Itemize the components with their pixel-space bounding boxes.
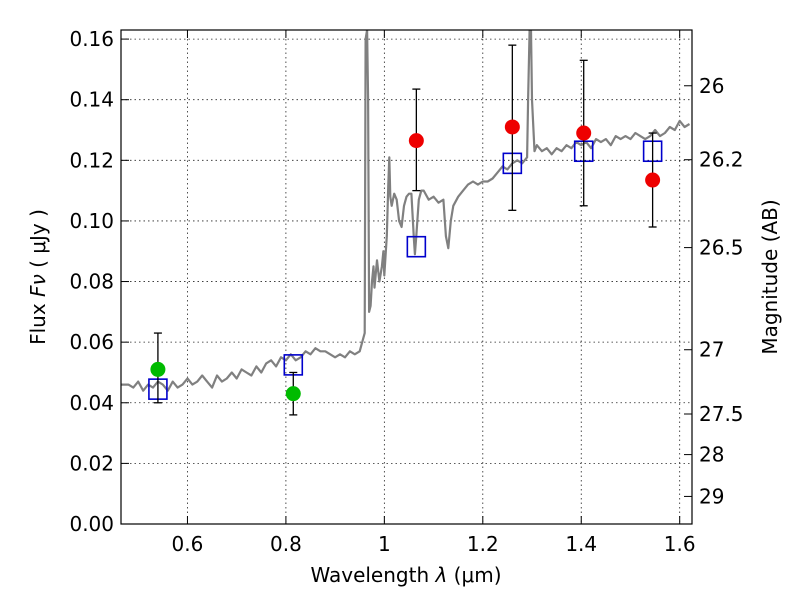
y-tick-label: 0.16	[69, 27, 114, 51]
measured-point	[576, 59, 592, 207]
y-tick-label: 0.04	[69, 391, 114, 415]
y2-tick-label: 28	[699, 443, 724, 467]
x-tick-label: 1.4	[565, 532, 597, 556]
spectrum-layer	[121, 30, 691, 392]
y2-tick-label: 27.5	[699, 402, 744, 426]
x-tick-label: 1	[378, 532, 391, 556]
x-tick-label: 1.6	[664, 532, 696, 556]
y-tick-label: 0.10	[69, 209, 114, 233]
measured-point	[408, 88, 424, 192]
axis-ticks: 0.6 0.8 1 1.2 1.4 1.6 0.00 0.02 0.04 0.06 0.08 0.10…	[69, 27, 743, 556]
y2-tick-label: 26.5	[699, 236, 744, 260]
y-tick-label: 0.02	[69, 451, 114, 475]
x-tick-label: 1.2	[467, 532, 499, 556]
y-tick-label: 0.14	[69, 88, 114, 112]
y-tick-label: 0.08	[69, 270, 114, 294]
data-markers	[148, 44, 663, 416]
measured-circle-marker	[285, 386, 301, 402]
y2-tick-label: 26.2	[699, 148, 744, 172]
measured-circle-marker	[150, 361, 166, 377]
measured-point	[645, 132, 661, 228]
y-tick-label: 0.00	[69, 512, 114, 536]
y-axis-title: Flux Fν ( μJy )	[26, 209, 50, 345]
x-tick-label: 0.6	[172, 532, 204, 556]
y-tick-label: 0.12	[69, 148, 114, 172]
measured-circle-marker	[408, 133, 424, 149]
y2-tick-label: 27	[699, 338, 724, 362]
model-square-marker	[406, 235, 427, 258]
template-spectrum-line	[121, 30, 691, 392]
x-tick-label: 0.8	[270, 532, 302, 556]
y-tick-label: 0.06	[69, 330, 114, 354]
y2-axis-title: Magnitude (AB)	[758, 199, 782, 354]
x-axis-title: Wavelength λ (μm)	[310, 563, 501, 587]
measured-point	[150, 332, 166, 404]
measured-circle-marker	[645, 172, 661, 188]
measured-point	[285, 371, 301, 416]
measured-circle-marker	[504, 119, 520, 135]
measured-point	[504, 44, 520, 211]
y2-tick-label: 26	[699, 74, 724, 98]
measured-circle-marker	[576, 125, 592, 141]
y2-tick-label: 29	[699, 484, 724, 508]
plot-frame	[120, 29, 693, 525]
